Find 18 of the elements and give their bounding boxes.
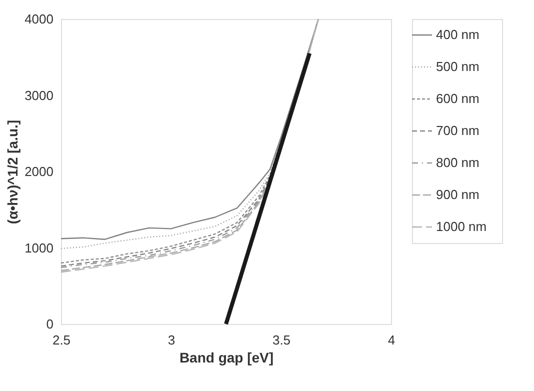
y-tick-label: 1000	[24, 240, 54, 256]
legend-label: 700 nm	[436, 123, 480, 138]
legend-label: 800 nm	[436, 155, 480, 170]
x-tick-label: 3	[168, 332, 176, 348]
legend-label: 1000 nm	[436, 219, 487, 234]
y-tick-label: 2000	[24, 164, 54, 179]
y-tick-label: 3000	[24, 88, 54, 103]
x-tick-label: 3.5	[272, 332, 291, 348]
legend-label: 600 nm	[436, 91, 480, 106]
x-tick-label: 4	[388, 332, 396, 348]
y-tick-label: 0	[46, 316, 54, 332]
legend-label: 900 nm	[436, 187, 480, 202]
x-tick-label: 2.5	[52, 332, 71, 348]
legend-label: 400 nm	[436, 27, 480, 42]
x-axis-title: Band gap [eV]	[179, 350, 274, 366]
y-axis-title: (α•hν)^1/2 [a.u.]	[4, 120, 21, 224]
legend-label: 500 nm	[436, 59, 480, 74]
y-tick-label: 4000	[24, 12, 54, 26]
